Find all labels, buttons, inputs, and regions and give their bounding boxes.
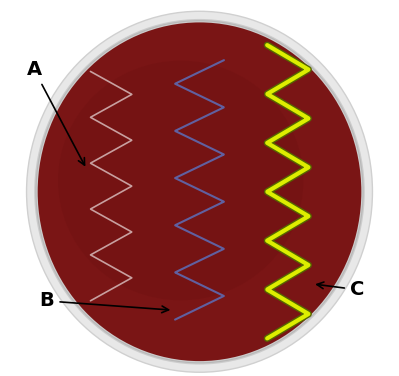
Ellipse shape	[58, 61, 303, 300]
Text: B: B	[40, 291, 168, 313]
Ellipse shape	[36, 21, 363, 363]
Text: A: A	[27, 60, 85, 165]
Ellipse shape	[27, 11, 372, 372]
Text: C: C	[317, 280, 364, 299]
